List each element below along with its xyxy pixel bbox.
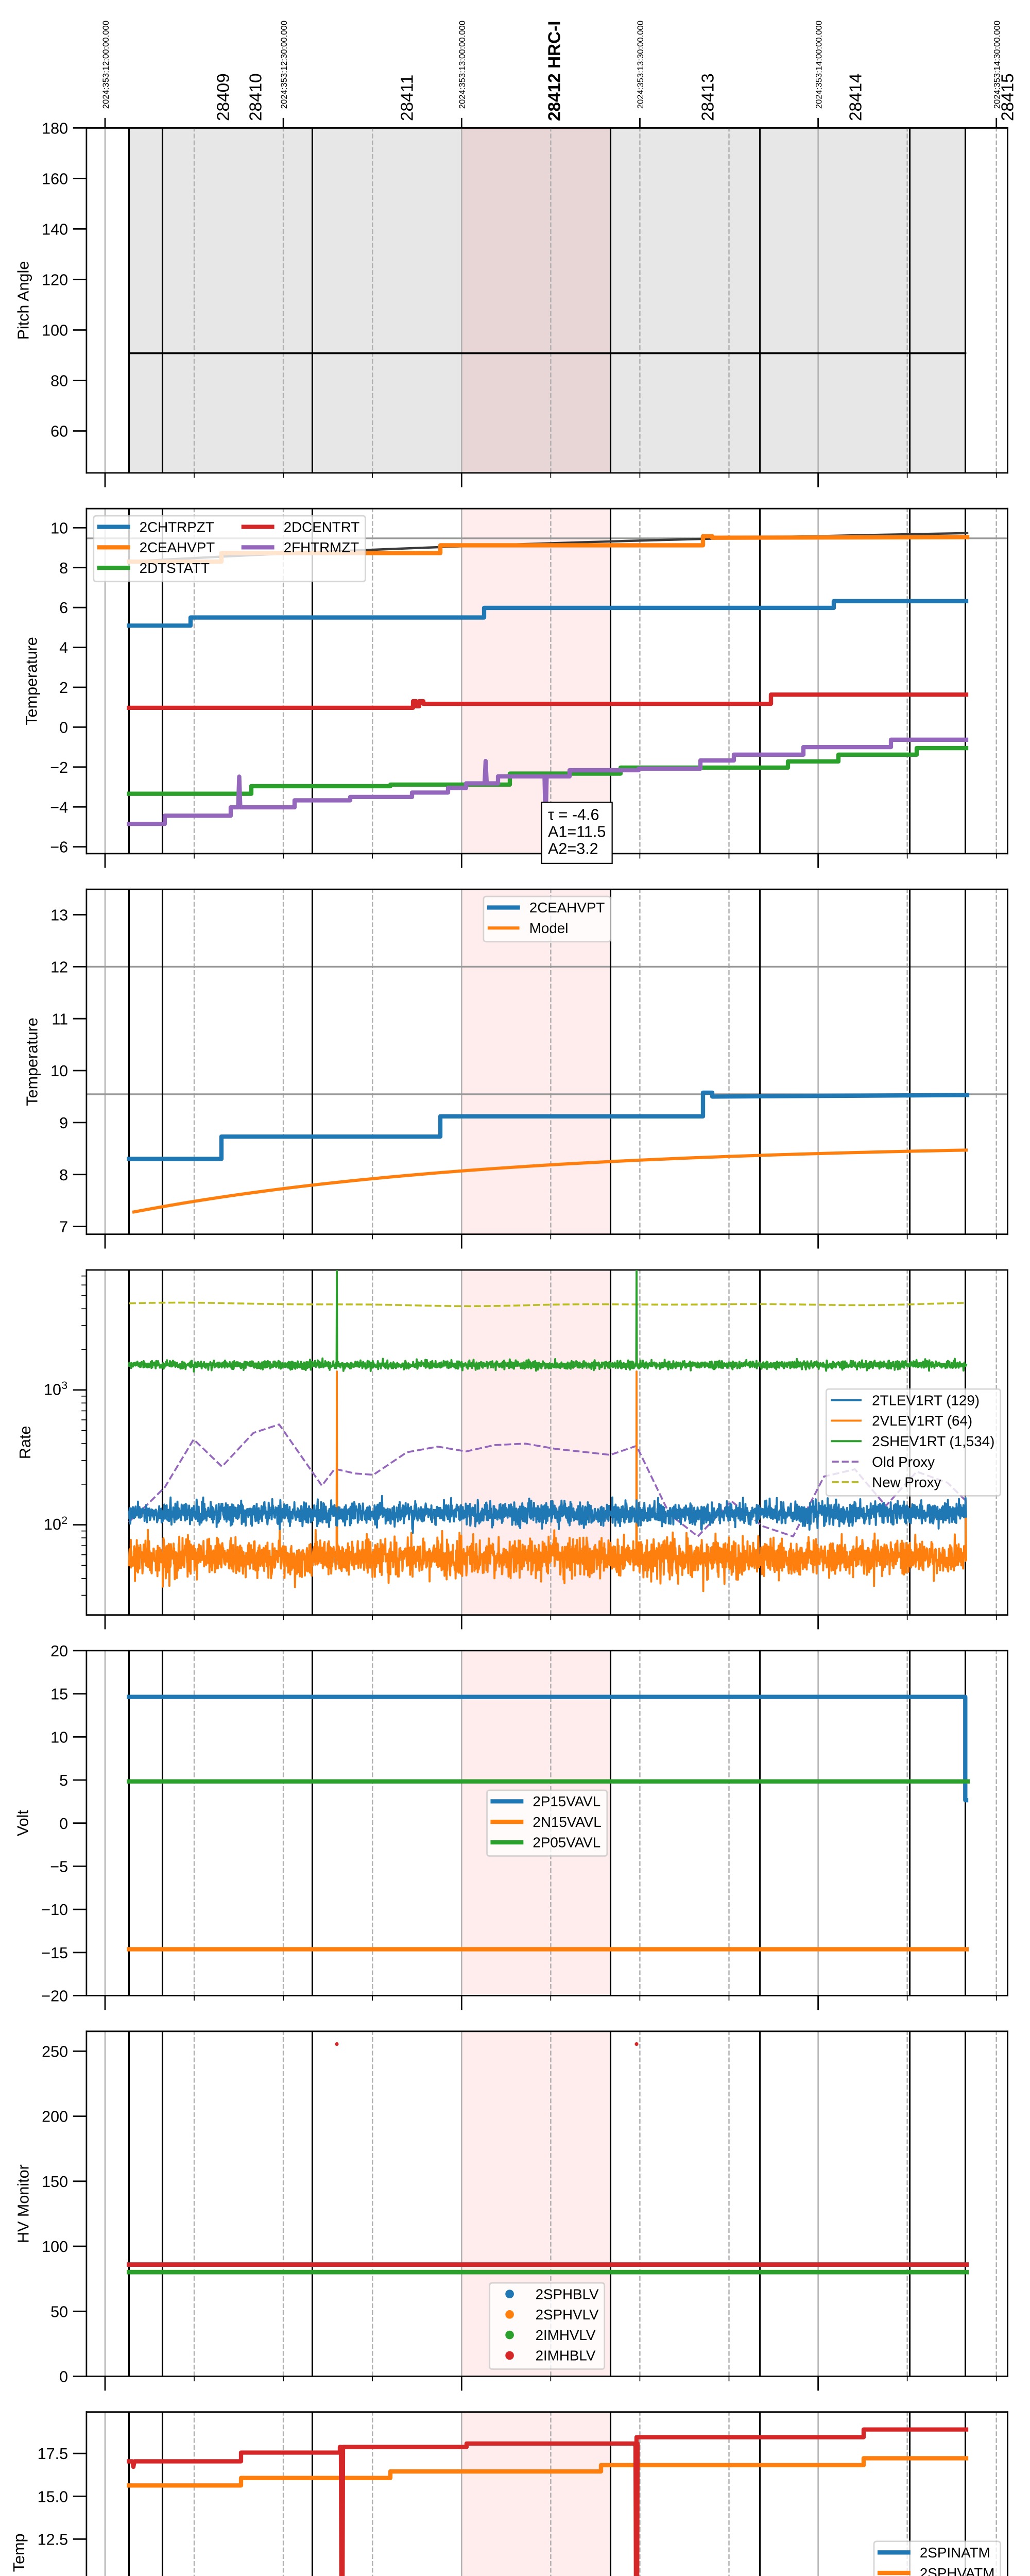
svg-text:2VLEV1RT (64): 2VLEV1RT (64) <box>872 1413 972 1429</box>
svg-text:1 0 2: 1 0 2 <box>44 1510 67 1535</box>
svg-text:HV Monitor: HV Monitor <box>14 2164 32 2243</box>
svg-text:120: 120 <box>42 271 68 289</box>
svg-text:−15: −15 <box>41 1944 68 1962</box>
svg-text:6: 6 <box>59 599 68 617</box>
svg-text:2P15VAVL: 2P15VAVL <box>533 1793 600 1809</box>
svg-text:100: 100 <box>42 2238 68 2256</box>
svg-text:13: 13 <box>50 907 68 924</box>
svg-text:10: 10 <box>50 1728 68 1746</box>
svg-text:2SPINATM: 2SPINATM <box>920 2545 990 2561</box>
svg-text:28412 HRC-I: 28412 HRC-I <box>545 21 564 121</box>
svg-text:Temperature: Temperature <box>23 637 40 725</box>
svg-text:Model: Model <box>529 920 569 936</box>
svg-text:1 0 3: 1 0 3 <box>44 1375 67 1400</box>
svg-text:50: 50 <box>50 2303 68 2320</box>
svg-text:2024:353:14:30:00.000: 2024:353:14:30:00.000 <box>992 21 1002 109</box>
svg-text:2FHTRMZT: 2FHTRMZT <box>284 539 359 555</box>
svg-text:A2=3.2: A2=3.2 <box>548 840 598 857</box>
svg-text:15: 15 <box>50 1686 68 1703</box>
svg-text:2N15VAVL: 2N15VAVL <box>533 1814 601 1830</box>
svg-text:8: 8 <box>59 1166 68 1184</box>
svg-text:10: 10 <box>50 519 68 537</box>
svg-text:17.5: 17.5 <box>38 2445 68 2463</box>
svg-text:2CEAHVPT: 2CEAHVPT <box>529 900 605 916</box>
svg-text:150: 150 <box>42 2173 68 2191</box>
svg-text:180: 180 <box>42 120 68 137</box>
svg-text:80: 80 <box>50 372 68 390</box>
svg-text:2IMHVLV: 2IMHVLV <box>536 2327 596 2343</box>
svg-text:28409: 28409 <box>214 73 233 121</box>
svg-text:Volt: Volt <box>14 1810 31 1836</box>
svg-text:15.0: 15.0 <box>38 2488 68 2505</box>
svg-text:60: 60 <box>50 423 68 440</box>
svg-text:2DCENTRT: 2DCENTRT <box>284 519 360 535</box>
svg-text:Old Proxy: Old Proxy <box>872 1454 935 1470</box>
svg-text:Temperature: Temperature <box>23 1018 41 1106</box>
svg-text:2024:353:13:30:00.000: 2024:353:13:30:00.000 <box>636 21 645 109</box>
svg-text:0: 0 <box>59 2368 68 2385</box>
svg-text:12.5: 12.5 <box>38 2531 68 2548</box>
svg-text:2DTSTATT: 2DTSTATT <box>140 560 210 576</box>
svg-text:2CHTRPZT: 2CHTRPZT <box>140 519 214 535</box>
svg-text:9: 9 <box>59 1114 68 1132</box>
svg-text:160: 160 <box>42 170 68 188</box>
svg-text:2024:353:14:00:00.000: 2024:353:14:00:00.000 <box>814 21 823 109</box>
svg-text:10: 10 <box>50 1062 68 1080</box>
svg-text:−4: −4 <box>50 799 68 816</box>
svg-text:250: 250 <box>42 2043 68 2060</box>
svg-text:−6: −6 <box>50 839 68 856</box>
svg-text:200: 200 <box>42 2108 68 2126</box>
svg-text:Detector Temp: Detector Temp <box>10 2533 28 2576</box>
svg-text:12: 12 <box>50 958 68 976</box>
svg-text:7: 7 <box>59 1218 68 1236</box>
svg-text:2SPHVLV: 2SPHVLV <box>536 2307 599 2323</box>
svg-text:140: 140 <box>42 221 68 238</box>
svg-text:28415: 28415 <box>999 73 1018 121</box>
svg-text:τ = -4.6: τ = -4.6 <box>548 806 599 823</box>
svg-text:0: 0 <box>59 719 68 736</box>
svg-text:2024:353:13:00:00.000: 2024:353:13:00:00.000 <box>457 21 467 109</box>
svg-text:8: 8 <box>59 560 68 577</box>
svg-text:0: 0 <box>59 1815 68 1833</box>
svg-text:−20: −20 <box>41 1988 68 2005</box>
svg-text:2: 2 <box>59 679 68 697</box>
svg-text:2CEAHVPT: 2CEAHVPT <box>140 539 215 555</box>
svg-text:28413: 28413 <box>699 73 718 121</box>
svg-text:2P05VAVL: 2P05VAVL <box>533 1835 600 1851</box>
svg-text:2024:353:12:30:00.000: 2024:353:12:30:00.000 <box>279 21 289 109</box>
svg-text:2SPHVATM: 2SPHVATM <box>920 2565 995 2576</box>
svg-text:2SHEV1RT (1,534): 2SHEV1RT (1,534) <box>872 1433 994 1449</box>
svg-text:New Proxy: New Proxy <box>872 1475 941 1490</box>
svg-text:10.0: 10.0 <box>38 2574 68 2576</box>
svg-text:28410: 28410 <box>247 73 266 121</box>
svg-text:2TLEV1RT (129): 2TLEV1RT (129) <box>872 1392 980 1408</box>
svg-text:Pitch Angle: Pitch Angle <box>14 261 32 340</box>
svg-text:5: 5 <box>59 1772 68 1789</box>
svg-text:Rate: Rate <box>16 1426 34 1460</box>
svg-text:2IMHBLV: 2IMHBLV <box>536 2348 596 2364</box>
svg-text:A1=11.5: A1=11.5 <box>548 823 606 840</box>
svg-text:100: 100 <box>42 322 68 340</box>
svg-text:4: 4 <box>59 639 68 657</box>
svg-text:20: 20 <box>50 1642 68 1660</box>
svg-text:2024:353:12:00:00.000: 2024:353:12:00:00.000 <box>101 21 111 109</box>
svg-text:−5: −5 <box>50 1858 68 1875</box>
svg-text:2SPHBLV: 2SPHBLV <box>536 2286 599 2302</box>
svg-text:28414: 28414 <box>847 73 866 121</box>
svg-text:28411: 28411 <box>398 75 417 121</box>
svg-text:−2: −2 <box>50 759 68 776</box>
svg-text:−10: −10 <box>41 1901 68 1919</box>
svg-text:11: 11 <box>52 1010 68 1028</box>
